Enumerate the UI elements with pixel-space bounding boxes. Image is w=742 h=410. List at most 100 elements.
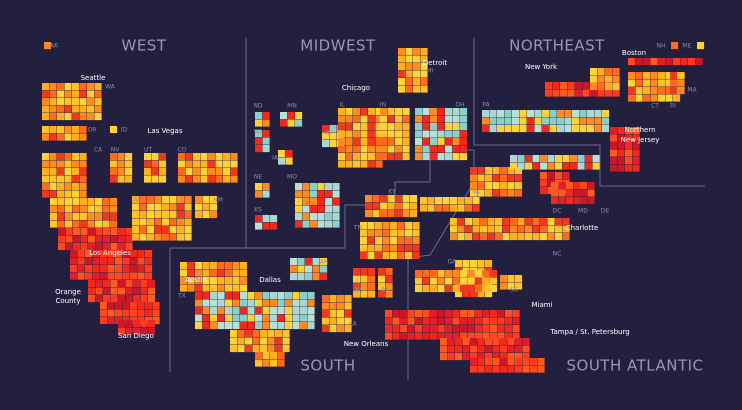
cell xyxy=(145,309,153,317)
cell xyxy=(208,153,216,161)
cell xyxy=(107,257,115,265)
cell xyxy=(367,222,375,230)
cell xyxy=(110,228,118,236)
cell xyxy=(665,87,673,95)
cell xyxy=(310,198,318,206)
cell xyxy=(140,327,148,335)
cell xyxy=(329,295,337,303)
cell xyxy=(332,190,340,198)
cell xyxy=(65,220,73,228)
cell xyxy=(602,117,610,125)
cell xyxy=(430,138,438,146)
cell xyxy=(295,213,303,221)
cell xyxy=(42,168,50,176)
cell xyxy=(605,83,613,91)
cell xyxy=(512,325,520,333)
cell xyxy=(407,332,415,340)
cell xyxy=(512,110,520,118)
cell xyxy=(292,322,300,330)
cell xyxy=(579,110,587,118)
cell xyxy=(412,229,420,237)
cell xyxy=(262,222,270,230)
cell xyxy=(573,189,581,197)
cell xyxy=(412,222,420,230)
cell xyxy=(42,160,50,168)
cell xyxy=(505,310,513,318)
cell xyxy=(450,204,458,212)
cell xyxy=(322,125,330,133)
cell xyxy=(512,310,520,318)
cell xyxy=(477,260,485,268)
cell xyxy=(382,237,390,245)
city-label: County xyxy=(56,297,81,305)
cell xyxy=(57,98,65,106)
cell xyxy=(632,142,640,150)
cell xyxy=(140,287,148,295)
cell xyxy=(115,265,123,273)
cell xyxy=(152,317,160,325)
cell xyxy=(285,314,293,322)
cell xyxy=(217,269,225,277)
cell xyxy=(49,126,57,134)
cell xyxy=(79,126,87,134)
cell xyxy=(515,338,523,346)
cell xyxy=(57,175,65,183)
cell xyxy=(195,211,203,219)
cell xyxy=(452,277,460,285)
cell xyxy=(200,168,208,176)
cell xyxy=(410,210,418,218)
cell xyxy=(475,310,483,318)
cell xyxy=(547,233,555,241)
cell xyxy=(413,85,421,93)
cell xyxy=(195,299,203,307)
cell xyxy=(255,190,263,198)
cell xyxy=(465,197,473,205)
cell xyxy=(240,299,248,307)
cell xyxy=(437,108,445,116)
cell xyxy=(430,277,438,285)
cell xyxy=(387,145,395,153)
cell xyxy=(368,108,376,116)
cell xyxy=(100,317,108,325)
cell xyxy=(485,338,493,346)
cell xyxy=(225,299,233,307)
cell xyxy=(475,277,483,285)
cell xyxy=(58,243,66,251)
cell xyxy=(110,126,118,134)
cell xyxy=(210,196,218,204)
cell xyxy=(307,299,315,307)
cell xyxy=(270,322,278,330)
cell xyxy=(490,325,498,333)
state-label: RI xyxy=(670,103,676,110)
cell xyxy=(460,130,468,138)
cell xyxy=(465,204,473,212)
cell xyxy=(452,332,460,340)
cell xyxy=(477,345,485,353)
cell xyxy=(360,229,368,237)
cell xyxy=(462,260,470,268)
cell xyxy=(280,119,288,127)
cell xyxy=(485,260,493,268)
cell xyxy=(307,292,315,300)
cell xyxy=(287,112,295,120)
cell xyxy=(677,79,685,87)
cell xyxy=(365,210,373,218)
cell xyxy=(587,117,595,125)
cell xyxy=(292,314,300,322)
cell xyxy=(322,317,330,325)
cell xyxy=(597,75,605,83)
cell xyxy=(505,325,513,333)
cell xyxy=(594,125,602,133)
cell xyxy=(415,108,423,116)
cell xyxy=(415,310,423,318)
cell xyxy=(110,168,118,176)
cell xyxy=(353,130,361,138)
cell xyxy=(317,190,325,198)
cell xyxy=(415,123,423,131)
cell xyxy=(398,48,406,56)
cell xyxy=(94,105,102,113)
cell xyxy=(230,175,238,183)
cell xyxy=(100,309,108,317)
cell xyxy=(470,358,478,366)
cell xyxy=(467,325,475,333)
